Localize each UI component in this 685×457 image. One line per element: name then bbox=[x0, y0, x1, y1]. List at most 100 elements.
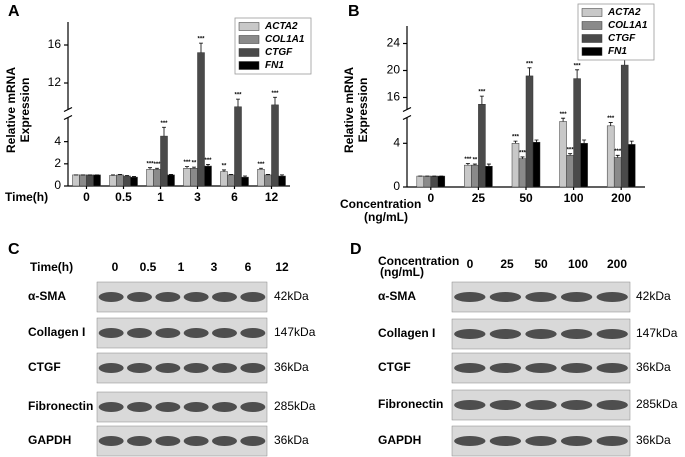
blot-band bbox=[489, 400, 522, 410]
error-bar bbox=[486, 163, 491, 167]
error-bar bbox=[259, 167, 263, 170]
y-axis-label: Relative mRNA bbox=[4, 67, 18, 153]
blot-band bbox=[596, 436, 628, 446]
blot-band bbox=[212, 363, 237, 373]
protein-size: 147kDa bbox=[274, 325, 316, 339]
bar bbox=[430, 175, 439, 188]
bar bbox=[72, 174, 80, 187]
significance: ** bbox=[192, 161, 197, 167]
blot-band bbox=[560, 329, 593, 339]
y-tick-label: 16 bbox=[387, 90, 401, 104]
significance: *** bbox=[614, 149, 622, 155]
error-bar bbox=[479, 95, 484, 105]
blot-band bbox=[489, 292, 522, 302]
protein-size: 36kDa bbox=[636, 433, 671, 447]
error-bar bbox=[527, 67, 532, 76]
lane-label: 12 bbox=[275, 260, 289, 274]
protein-name: CTGF bbox=[378, 360, 411, 374]
panel-label: A bbox=[8, 3, 20, 20]
bar bbox=[153, 169, 161, 187]
blot-band bbox=[127, 363, 152, 373]
panel-label: B bbox=[348, 3, 360, 20]
blot-band bbox=[127, 436, 152, 446]
blot-band bbox=[240, 436, 266, 446]
error-bar bbox=[118, 173, 122, 175]
bar bbox=[183, 168, 191, 187]
bar bbox=[227, 174, 235, 187]
significance: *** bbox=[271, 91, 279, 97]
blot-band bbox=[98, 363, 124, 373]
significance: *** bbox=[567, 147, 575, 153]
error-bar bbox=[608, 122, 613, 126]
protein-size: 36kDa bbox=[636, 360, 671, 374]
x-tick-label: 3 bbox=[194, 190, 201, 204]
break-mark bbox=[402, 114, 412, 121]
error-bar bbox=[125, 175, 129, 177]
blot-band bbox=[489, 329, 522, 339]
bar bbox=[93, 174, 101, 187]
significance: *** bbox=[257, 162, 265, 168]
x-tick-label: 50 bbox=[519, 191, 533, 205]
bar bbox=[190, 168, 198, 187]
error-bar bbox=[222, 169, 226, 172]
x-tick-label: 25 bbox=[472, 191, 486, 205]
blot-band bbox=[240, 363, 266, 373]
blot-band bbox=[525, 436, 557, 446]
legend-label: COL1A1 bbox=[608, 20, 648, 31]
legend-swatch bbox=[581, 34, 603, 43]
legend-label: ACTA2 bbox=[607, 7, 641, 18]
legend-label: FN1 bbox=[265, 60, 284, 71]
panel-label: C bbox=[8, 241, 20, 258]
y-axis-label: Expression bbox=[356, 78, 370, 143]
blot-band bbox=[183, 402, 209, 412]
error-bar bbox=[148, 167, 152, 170]
panel-label: D bbox=[350, 241, 362, 258]
blot-band bbox=[596, 363, 628, 373]
break-mark bbox=[63, 114, 73, 121]
bar bbox=[197, 52, 205, 187]
bar bbox=[264, 174, 272, 187]
x-tick-label: 200 bbox=[611, 191, 631, 205]
legend-swatch bbox=[238, 22, 260, 31]
significance: *** bbox=[464, 157, 472, 163]
error-bar bbox=[561, 117, 566, 122]
blot-band bbox=[183, 328, 209, 338]
x-tick-label: 0.5 bbox=[115, 190, 132, 204]
blot-band bbox=[212, 436, 237, 446]
break-mark bbox=[402, 106, 412, 113]
error-bar bbox=[199, 42, 203, 53]
error-bar bbox=[229, 173, 233, 175]
significance: *** bbox=[160, 121, 168, 127]
blot-membrane bbox=[96, 391, 268, 423]
error-bar bbox=[629, 140, 634, 145]
blot-band bbox=[98, 402, 124, 412]
bar bbox=[627, 144, 636, 188]
error-bar bbox=[575, 69, 580, 79]
protein-size: 285kDa bbox=[274, 399, 316, 413]
blot-header: (ng/mL) bbox=[380, 265, 424, 279]
legend-label: COL1A1 bbox=[265, 34, 305, 45]
legend-swatch bbox=[581, 8, 603, 17]
lane-label: 200 bbox=[607, 257, 627, 271]
protein-name: Collagen I bbox=[28, 325, 85, 339]
bar bbox=[613, 157, 622, 188]
blot-band bbox=[489, 436, 522, 446]
error-bar bbox=[243, 175, 247, 178]
blot-band bbox=[183, 436, 209, 446]
bar bbox=[234, 106, 242, 187]
blot-band bbox=[525, 329, 557, 339]
lane-label: 6 bbox=[245, 260, 252, 274]
blot-band bbox=[454, 363, 486, 373]
y-axis-label: Relative mRNA bbox=[342, 67, 356, 153]
protein-name: GAPDH bbox=[378, 433, 421, 447]
error-bar bbox=[192, 166, 196, 169]
blot-band bbox=[454, 292, 486, 302]
legend-swatch bbox=[581, 47, 603, 56]
protein-name: Fibronectin bbox=[378, 397, 443, 411]
protein-name: Fibronectin bbox=[28, 399, 93, 413]
error-bar bbox=[132, 176, 136, 178]
y-tick-label: 4 bbox=[393, 135, 400, 149]
bar bbox=[109, 175, 117, 187]
legend-label: CTGF bbox=[265, 47, 293, 58]
blot-band bbox=[155, 402, 181, 412]
